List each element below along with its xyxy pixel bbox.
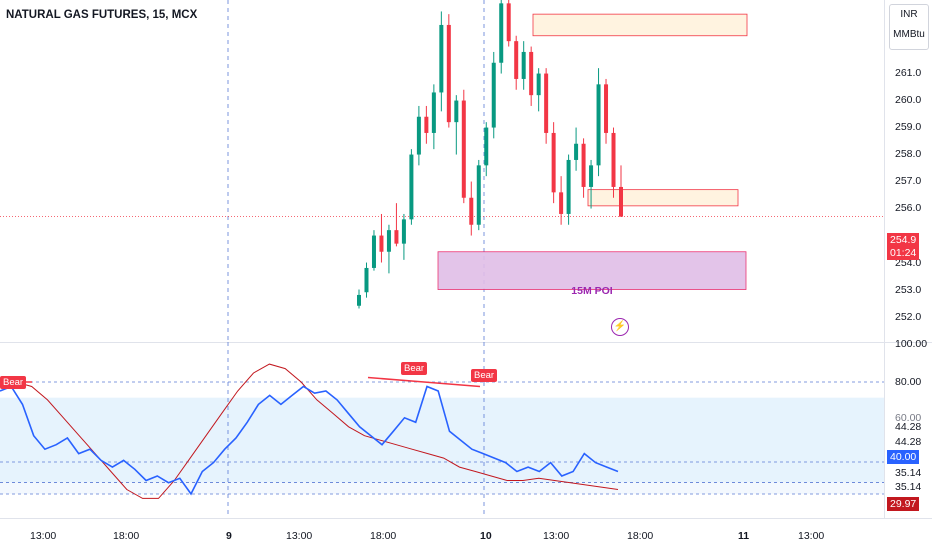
rsi-tick: 80.00 (895, 376, 922, 388)
rsi-pane[interactable] (0, 342, 932, 518)
candle-body (461, 100, 466, 198)
time-tick: 18:00 (370, 530, 397, 542)
countdown-badge: 01:24 (887, 246, 920, 260)
time-tick: 13:00 (798, 530, 825, 542)
supply-zone (532, 13, 748, 37)
candle-body (424, 116, 429, 133)
candle-body (371, 235, 376, 268)
last-price-badge: 254.9 (887, 233, 920, 247)
candle-body (566, 159, 571, 214)
rsi-value-badge: 40.00 (887, 450, 920, 464)
candle-body (394, 230, 399, 244)
candle-body (589, 165, 594, 187)
bear-divergence-label: Bear (471, 369, 498, 382)
price-tick: 260.0 (895, 94, 922, 106)
rsi-tick: 35.14 (895, 481, 922, 493)
price-tick: 256.0 (895, 202, 922, 214)
candle-body (619, 186, 623, 217)
candle-body (596, 84, 601, 166)
price-tick: 253.0 (895, 284, 922, 296)
candle-body (454, 100, 459, 123)
price-tick: 261.0 (895, 67, 922, 79)
candle-body (574, 143, 579, 160)
candle-body (551, 132, 556, 193)
rsi-lower-band-fill (0, 482, 884, 494)
time-tick: 13:00 (543, 530, 570, 542)
time-tick: 13:00 (30, 530, 57, 542)
poi-label: 15M POI (571, 285, 613, 297)
candle-body (364, 267, 369, 293)
rsi-tick: 35.14 (895, 467, 922, 479)
candle-body (386, 230, 391, 252)
bear-divergence-label: Bear (0, 376, 27, 389)
pane-separator[interactable] (0, 342, 932, 343)
poi-zone (437, 251, 747, 290)
price-tick: 254.0 (895, 257, 922, 269)
rsi-tick: 100.00 (895, 338, 928, 350)
time-tick: 11 (738, 530, 750, 542)
price-pane[interactable] (0, 0, 932, 342)
rsi-line (0, 385, 619, 496)
currency-unit-selector[interactable]: INR MMBtu (889, 4, 929, 50)
rsi-tick: 44.28 (895, 436, 922, 448)
candle-body (611, 132, 616, 187)
candle-body (379, 235, 384, 252)
candle-body (529, 51, 534, 96)
candle-body (476, 165, 481, 225)
price-tick: 252.0 (895, 311, 922, 323)
candle-body (491, 62, 496, 128)
price-tick: 259.0 (895, 121, 922, 133)
rsi-tick: 60.00 (895, 412, 922, 424)
candle-body (439, 24, 444, 93)
candle-body (357, 294, 361, 306)
bear-divergence-line (367, 376, 481, 388)
rsi-band-fill (0, 397, 884, 483)
rsi-signal-line (0, 363, 619, 499)
chart-title: NATURAL GAS FUTURES, 15, MCX (6, 9, 198, 21)
price-tick: 257.0 (895, 175, 922, 187)
candle-body (469, 197, 474, 225)
candle-body (514, 41, 519, 79)
candle-body (536, 73, 541, 96)
price-tick: 258.0 (895, 148, 922, 160)
candle-body (484, 127, 489, 166)
candle-body (544, 73, 549, 133)
time-tick: 9 (226, 530, 232, 542)
candle-body (446, 24, 451, 123)
currency-label: INR (900, 9, 918, 20)
rsi-low-badge: 29.97 (887, 497, 920, 511)
candle-body (604, 84, 609, 133)
bear-divergence-label: Bear (401, 362, 428, 375)
candle-body (401, 219, 406, 244)
scale-separator (884, 0, 885, 518)
candle-body (559, 192, 564, 214)
candle-body (506, 3, 511, 42)
time-axis-separator (0, 518, 932, 519)
supply-zone-lower (587, 189, 739, 207)
candle-body (499, 3, 504, 63)
candle-body (409, 154, 414, 220)
time-tick: 10 (480, 530, 492, 542)
candle-body (416, 116, 421, 155)
rsi-tick: 44.28 (895, 421, 922, 433)
unit-label: MMBtu (893, 29, 925, 40)
time-tick: 13:00 (286, 530, 313, 542)
time-tick: 18:00 (627, 530, 654, 542)
lightning-icon[interactable]: ⚡ (611, 318, 629, 336)
candle-body (431, 92, 436, 133)
time-tick: 18:00 (113, 530, 140, 542)
candle-body (581, 143, 586, 187)
candle-body (521, 51, 526, 79)
